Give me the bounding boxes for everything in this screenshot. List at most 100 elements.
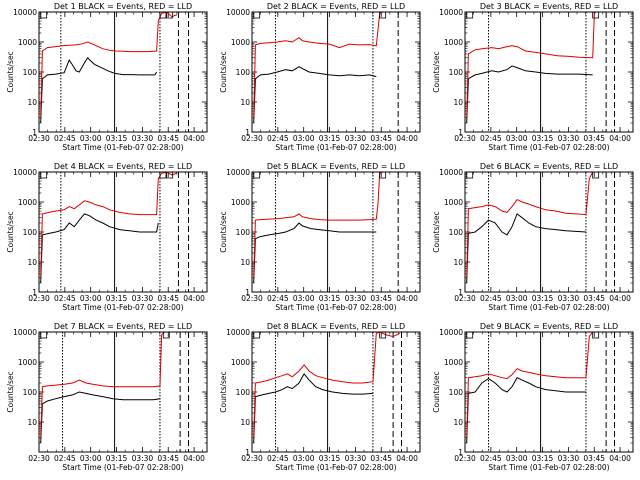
y-tick-label: 1000 — [444, 198, 463, 207]
y-tick-label: 1 — [458, 128, 463, 137]
x-axis-label: Start Time (01-Feb-07 02:28:00) — [62, 303, 183, 312]
x-tick-label: 03:00 — [506, 134, 528, 143]
x-tick-label: 02:45 — [54, 134, 76, 143]
y-tick-label: 10000 — [439, 168, 463, 177]
x-tick-label: 04:00 — [609, 134, 631, 143]
y-tick-label: 1000 — [231, 358, 250, 367]
plot-frame — [38, 171, 208, 293]
y-tick-label: 10000 — [13, 328, 37, 337]
panel-title: Det 6 BLACK = Events, RED = LLD — [480, 162, 618, 171]
panel-title: Det 3 BLACK = Events, RED = LLD — [480, 2, 618, 11]
x-tick-label: 02:30 — [28, 294, 50, 303]
x-tick-label: 03:30 — [558, 134, 580, 143]
y-axis-label: Counts/sec — [219, 51, 228, 92]
flag-box-marker — [592, 331, 600, 339]
y-tick-label: 10000 — [13, 168, 37, 177]
y-tick-label: 1000 — [18, 358, 37, 367]
chart-panel-3: 1 10 100 1000 10000 02:30 02:45 03:00 03:15 03:30… — [432, 2, 634, 152]
flag-box-marker — [159, 11, 167, 19]
panel-title: Det 5 BLACK = Events, RED = LLD — [267, 162, 405, 171]
x-tick-label: 02:45 — [480, 134, 502, 143]
y-tick-label: 100 — [449, 68, 464, 77]
y-tick-label: 1 — [32, 128, 37, 137]
x-tick-label: 03:45 — [157, 134, 179, 143]
x-axis-label: Start Time (01-Feb-07 02:28:00) — [275, 303, 396, 312]
x-axis-label: Start Time (01-Feb-07 02:28:00) — [62, 463, 183, 472]
x-tick-label: 03:00 — [293, 294, 315, 303]
events-series-line — [40, 56, 158, 124]
x-tick-label: 03:15 — [106, 454, 128, 463]
flag-box-marker — [159, 171, 167, 179]
plot-frame — [38, 331, 208, 453]
x-tick-label: 04:00 — [609, 294, 631, 303]
flag-box-marker — [592, 171, 600, 179]
flag-box-marker — [253, 331, 261, 339]
x-tick-label: 03:30 — [132, 294, 154, 303]
x-tick-label: 03:30 — [132, 134, 154, 143]
y-tick-label: 1000 — [444, 38, 463, 47]
lld-series-line — [466, 11, 597, 118]
lld-series-line — [466, 171, 596, 278]
lld-series-line — [40, 11, 177, 118]
x-tick-label: 03:45 — [583, 454, 605, 463]
y-tick-label: 1000 — [18, 198, 37, 207]
x-tick-label: 03:30 — [345, 454, 367, 463]
y-tick-label: 100 — [236, 68, 251, 77]
x-tick-label: 03:45 — [370, 454, 392, 463]
x-tick-label: 03:45 — [370, 134, 392, 143]
panel-title: Det 8 BLACK = Events, RED = LLD — [267, 322, 405, 331]
x-tick-label: 02:30 — [454, 134, 476, 143]
y-tick-label: 10000 — [439, 8, 463, 17]
x-tick-label: 03:45 — [370, 294, 392, 303]
plot-frame — [464, 171, 634, 293]
x-axis-label: Start Time (01-Feb-07 02:28:00) — [488, 303, 609, 312]
x-tick-label: 03:00 — [80, 134, 102, 143]
flag-box-marker — [40, 331, 48, 339]
x-tick-label: 03:15 — [319, 454, 341, 463]
y-axis-label: Counts/sec — [432, 371, 441, 412]
x-tick-label: 03:15 — [106, 134, 128, 143]
y-tick-label: 10000 — [226, 168, 250, 177]
y-tick-label: 1000 — [444, 358, 463, 367]
events-series-line — [40, 391, 161, 444]
x-tick-label: 03:15 — [532, 294, 554, 303]
y-tick-label: 100 — [236, 388, 251, 397]
x-tick-label: 02:45 — [54, 294, 76, 303]
flag-box-marker — [253, 11, 261, 19]
x-tick-label: 02:45 — [480, 294, 502, 303]
y-tick-label: 10 — [453, 418, 463, 427]
y-tick-label: 10000 — [13, 8, 37, 17]
flag-box-marker — [166, 171, 174, 179]
y-axis-label: Counts/sec — [6, 51, 15, 92]
x-tick-label: 03:30 — [558, 294, 580, 303]
flag-box-marker — [379, 11, 387, 19]
flag-box-marker — [40, 171, 48, 179]
x-tick-label: 02:30 — [241, 134, 263, 143]
y-axis-label: Counts/sec — [432, 51, 441, 92]
x-tick-label: 03:30 — [132, 454, 154, 463]
y-tick-label: 10000 — [439, 328, 463, 337]
x-tick-label: 04:00 — [183, 454, 205, 463]
y-tick-label: 10 — [240, 258, 250, 267]
x-axis-label: Start Time (01-Feb-07 02:28:00) — [488, 143, 609, 152]
x-axis-label: Start Time (01-Feb-07 02:28:00) — [488, 463, 609, 472]
x-axis-label: Start Time (01-Feb-07 02:28:00) — [275, 143, 396, 152]
y-tick-label: 1 — [458, 288, 463, 297]
panel-title: Det 1 BLACK = Events, RED = LLD — [54, 2, 192, 11]
x-tick-label: 03:00 — [80, 294, 102, 303]
y-tick-label: 10 — [240, 98, 250, 107]
flag-box-marker — [466, 11, 474, 19]
lld-series-line — [253, 11, 384, 118]
x-axis-label: Start Time (01-Feb-07 02:28:00) — [275, 463, 396, 472]
x-tick-label: 03:45 — [157, 454, 179, 463]
x-tick-label: 03:00 — [80, 454, 102, 463]
y-axis-label: Counts/sec — [6, 371, 15, 412]
x-tick-label: 02:30 — [241, 294, 263, 303]
lld-series-line — [253, 331, 401, 438]
y-tick-label: 100 — [449, 228, 464, 237]
flag-box-marker — [379, 171, 387, 179]
y-tick-label: 100 — [236, 228, 251, 237]
flag-box-marker — [466, 331, 474, 339]
panel-title: Det 7 BLACK = Events, RED = LLD — [54, 322, 192, 331]
